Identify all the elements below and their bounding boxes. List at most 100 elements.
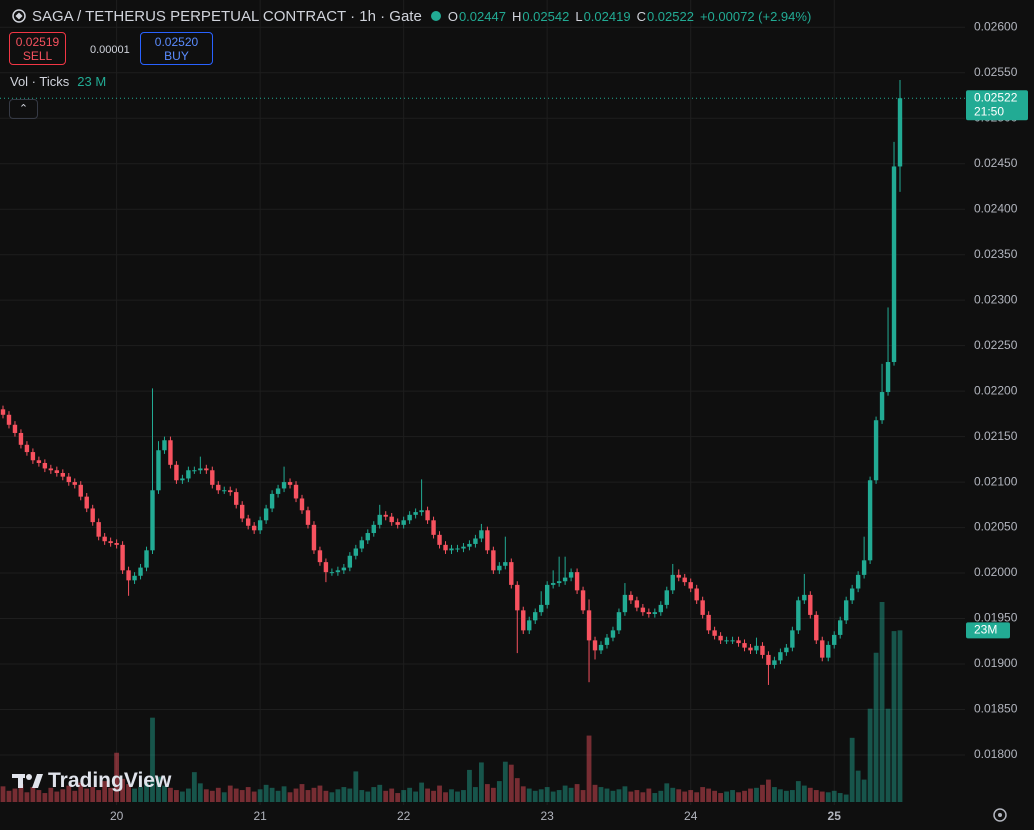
volume-bar	[855, 770, 861, 802]
candle-body	[90, 508, 95, 523]
volume-bar	[676, 789, 682, 802]
settings-icon	[993, 808, 1007, 822]
volume-bar	[694, 792, 700, 802]
buy-button[interactable]: 0.02520 BUY	[140, 32, 213, 65]
volume-bar	[371, 787, 377, 802]
candle-body	[527, 620, 532, 631]
y-tick-label: 0.01850	[974, 702, 1018, 716]
candle-body	[867, 480, 873, 561]
volume-bar	[275, 790, 281, 802]
volume-bar	[754, 787, 759, 802]
candle-body	[533, 612, 538, 621]
candle-body	[228, 490, 233, 493]
volume-bar	[783, 790, 789, 802]
volume-bar	[174, 790, 179, 802]
volume-bar	[78, 782, 84, 802]
candle-body	[562, 577, 568, 582]
volume-bar	[455, 791, 460, 802]
candle-body	[497, 565, 502, 571]
volume-bar	[132, 788, 137, 802]
volume-bar	[102, 781, 108, 802]
volume-bar	[269, 787, 275, 802]
candle-body	[126, 570, 131, 581]
volume-bar	[383, 790, 389, 802]
volume-bar	[66, 785, 72, 802]
candle-body	[108, 541, 113, 544]
candle-body	[784, 647, 789, 653]
volume-bar	[514, 778, 520, 802]
candle-body	[652, 612, 658, 614]
volume-bar	[801, 785, 807, 802]
settings-icon-center	[998, 813, 1002, 817]
candle-body	[234, 492, 239, 505]
candle-body	[544, 584, 550, 605]
collapse-button[interactable]: ⌃	[9, 99, 38, 119]
candle-body	[0, 409, 6, 415]
high-label: H	[511, 8, 522, 24]
candle-body	[317, 550, 323, 563]
volume-bar	[48, 787, 54, 802]
volume-bar	[425, 788, 430, 802]
volume-bar	[819, 791, 825, 802]
legend-header: SAGA / TETHERUS PERPETUAL CONTRACT · 1h …	[12, 6, 811, 26]
volume-bar	[682, 791, 688, 802]
volume-bar	[556, 790, 562, 802]
y-tick-label: 0.02050	[974, 520, 1018, 534]
volume-bar	[766, 779, 771, 802]
candle-body	[365, 533, 370, 541]
volume-bar	[263, 784, 269, 802]
volume-bar	[239, 790, 245, 802]
volume-bar	[580, 790, 586, 802]
volume-bar	[484, 784, 490, 802]
volume-bar	[748, 788, 753, 802]
candle-body	[843, 600, 849, 621]
volume-bar	[156, 776, 161, 802]
volume-bar	[724, 791, 729, 802]
candle-body	[676, 574, 681, 578]
candle-body	[6, 414, 12, 425]
candle-body	[897, 98, 903, 167]
x-tick-label: 22	[397, 809, 411, 823]
candle-body	[48, 468, 54, 471]
x-tick-label: 23	[541, 809, 555, 823]
candle-body	[694, 588, 699, 601]
sell-button[interactable]: 0.02519 SELL	[9, 32, 66, 65]
candle-body	[790, 630, 795, 648]
candle-body	[198, 468, 203, 471]
candle-body	[263, 508, 269, 521]
volume-bar	[700, 787, 706, 802]
volume-bar	[138, 787, 143, 802]
candle-body	[275, 488, 281, 494]
spread: 0.00001	[90, 44, 130, 56]
candle-body	[712, 630, 717, 636]
open-label: O	[447, 8, 458, 24]
y-tick-label: 0.02400	[974, 201, 1018, 215]
candle-body	[796, 600, 801, 631]
volume-bar	[437, 785, 442, 802]
volume-bar	[496, 781, 502, 802]
candle-body	[281, 482, 287, 489]
volume-bar	[461, 790, 466, 802]
volume-bar	[562, 785, 568, 802]
volume-bar	[831, 790, 837, 802]
close-label: C	[636, 8, 646, 24]
volume-bar	[616, 789, 622, 802]
logo-text: TradingView	[48, 769, 172, 792]
low-value: 0.02419	[583, 8, 631, 24]
candle-body	[341, 567, 347, 571]
volume-bar	[317, 785, 323, 802]
volume-tag	[966, 622, 1010, 639]
logo: TradingView	[12, 769, 171, 793]
candle-body	[748, 647, 753, 651]
candle-body	[598, 644, 604, 651]
candle-body	[730, 640, 735, 642]
volume-bar	[891, 631, 897, 802]
candle-body	[646, 612, 652, 614]
volume-bar	[873, 652, 879, 802]
candle-body	[455, 548, 460, 550]
volume-bar	[168, 787, 173, 802]
x-tick-label: 25	[828, 809, 842, 823]
volume-bar	[897, 630, 903, 802]
candle-body	[24, 444, 30, 453]
